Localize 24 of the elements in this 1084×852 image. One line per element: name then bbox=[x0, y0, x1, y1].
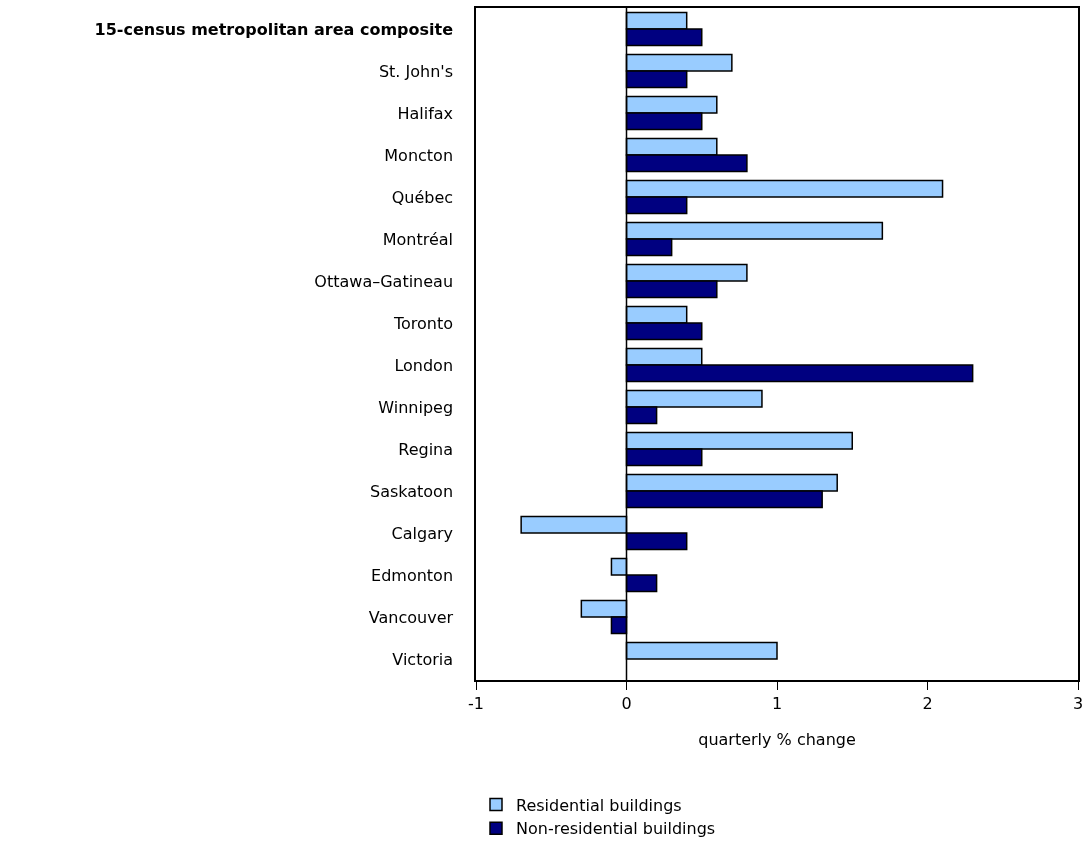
y-tick-label: Victoria bbox=[392, 649, 454, 669]
y-tick-label: London bbox=[394, 355, 454, 375]
y-tick-label: Winnipeg bbox=[378, 397, 454, 417]
y-tick-label: Montréal bbox=[382, 229, 454, 249]
y-tick-label: Saskatoon bbox=[369, 481, 454, 501]
y-tick-label: Regina bbox=[398, 439, 454, 459]
y-tick-label: Moncton bbox=[384, 145, 454, 165]
legend-label: Non-residential buildings bbox=[516, 819, 716, 839]
y-tick-label: Vancouver bbox=[368, 607, 454, 627]
y-tick-label: Halifax bbox=[397, 103, 454, 123]
y-tick-label: Québec bbox=[391, 187, 454, 207]
x-tick-label: 1 bbox=[771, 693, 783, 713]
x-tick-label: 2 bbox=[922, 693, 933, 713]
y-tick-label: Calgary bbox=[391, 523, 454, 543]
legend-label: Residential buildings bbox=[516, 795, 682, 815]
y-tick-label: St. John's bbox=[378, 61, 454, 81]
x-axis-title: quarterly % change bbox=[698, 730, 856, 750]
x-tick-label: 3 bbox=[1072, 693, 1084, 713]
x-tick-label: 0 bbox=[621, 693, 632, 713]
y-tick-label: 15-census metropolitan area composite bbox=[94, 19, 454, 39]
x-tick-label: -1 bbox=[468, 693, 484, 713]
y-tick-label: Toronto bbox=[392, 313, 454, 333]
y-tick-label: Edmonton bbox=[371, 565, 454, 585]
y-tick-label: Ottawa–Gatineau bbox=[314, 271, 454, 291]
